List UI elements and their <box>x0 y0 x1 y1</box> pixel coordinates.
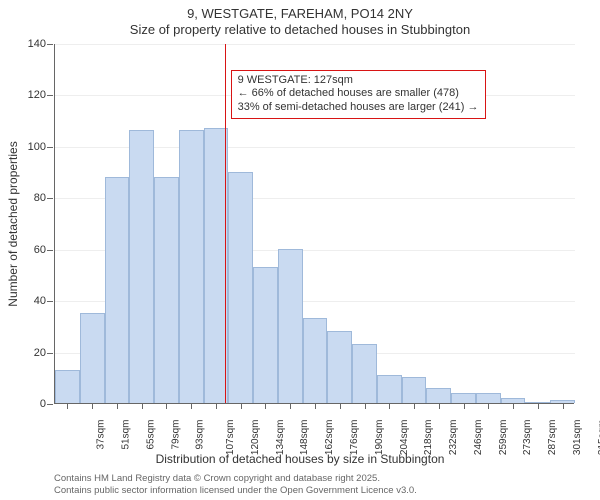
x-tick-label: 287sqm <box>547 420 558 456</box>
x-tick <box>439 403 440 409</box>
x-tick <box>538 403 539 409</box>
title-line-2: Size of property relative to detached ho… <box>0 22 600 38</box>
x-tick-label: 218sqm <box>423 420 434 456</box>
histogram-bar <box>402 377 427 403</box>
histogram-bar <box>228 172 253 403</box>
histogram-bar <box>129 130 154 403</box>
title-block: 9, WESTGATE, FAREHAM, PO14 2NY Size of p… <box>0 0 600 39</box>
histogram-bar <box>352 344 377 403</box>
histogram-bar <box>451 393 476 403</box>
y-tick-label: 120 <box>6 89 46 101</box>
x-tick-label: 190sqm <box>374 420 385 456</box>
x-tick <box>117 403 118 409</box>
annotation-line-1: ← 66% of detached houses are smaller (47… <box>238 87 479 101</box>
x-tick <box>488 403 489 409</box>
histogram-bar <box>80 313 105 403</box>
y-tick-label: 60 <box>6 244 46 256</box>
footer-line-1: Contains HM Land Registry data © Crown c… <box>54 473 417 484</box>
y-tick-label: 100 <box>6 141 46 153</box>
x-tick-label: 120sqm <box>250 420 261 456</box>
histogram-bar <box>303 318 328 403</box>
y-tick <box>47 301 53 302</box>
x-tick-label: 246sqm <box>473 420 484 456</box>
marker-line <box>225 44 226 403</box>
y-tick-label: 40 <box>6 295 46 307</box>
x-tick <box>340 403 341 409</box>
histogram-bar <box>105 177 130 403</box>
x-tick-label: 259sqm <box>498 420 509 456</box>
y-tick <box>47 198 53 199</box>
x-tick <box>389 403 390 409</box>
x-tick <box>92 403 93 409</box>
annotation-box: 9 WESTGATE: 127sqm← 66% of detached hous… <box>231 70 486 119</box>
histogram-bar <box>426 388 451 403</box>
y-tick <box>47 95 53 96</box>
y-axis-label: Number of detached properties <box>6 141 20 306</box>
x-tick <box>67 403 68 409</box>
y-tick-label: 0 <box>6 398 46 410</box>
histogram-bar <box>179 130 204 403</box>
x-tick <box>365 403 366 409</box>
x-tick-label: 176sqm <box>349 420 360 456</box>
annotation-title: 9 WESTGATE: 127sqm <box>238 74 479 88</box>
histogram-bar <box>55 370 80 403</box>
footer-line-2: Contains public sector information licen… <box>54 485 417 496</box>
x-tick <box>166 403 167 409</box>
plot-wrap: 020406080100120140 37sqm51sqm65sqm79sqm9… <box>54 44 574 404</box>
x-tick-label: 162sqm <box>324 420 335 456</box>
x-tick-label: 204sqm <box>399 420 410 456</box>
histogram-bar <box>253 267 278 403</box>
chart-root: 9, WESTGATE, FAREHAM, PO14 2NY Size of p… <box>0 0 600 500</box>
x-tick-label: 65sqm <box>145 420 156 450</box>
x-tick <box>142 403 143 409</box>
y-tick <box>47 250 53 251</box>
gridline <box>55 44 575 45</box>
x-tick <box>464 403 465 409</box>
footer-attribution: Contains HM Land Registry data © Crown c… <box>54 473 417 496</box>
y-tick <box>47 404 53 405</box>
x-tick <box>414 403 415 409</box>
x-tick <box>216 403 217 409</box>
x-tick-label: 232sqm <box>448 420 459 456</box>
x-tick <box>191 403 192 409</box>
x-tick-label: 93sqm <box>195 420 206 450</box>
x-tick <box>290 403 291 409</box>
y-tick-label: 20 <box>6 347 46 359</box>
x-tick-label: 37sqm <box>96 420 107 450</box>
x-tick-label: 107sqm <box>225 420 236 456</box>
annotation-line-2: 33% of semi-detached houses are larger (… <box>238 101 479 115</box>
histogram-bar <box>476 393 501 403</box>
y-tick <box>47 353 53 354</box>
x-tick <box>563 403 564 409</box>
x-axis-label: Distribution of detached houses by size … <box>0 452 600 466</box>
x-tick-label: 134sqm <box>275 420 286 456</box>
plot-area: 37sqm51sqm65sqm79sqm93sqm107sqm120sqm134… <box>54 44 574 404</box>
histogram-bar <box>327 331 352 403</box>
x-tick <box>513 403 514 409</box>
histogram-bar <box>278 249 303 403</box>
x-tick-label: 148sqm <box>300 420 311 456</box>
histogram-bar <box>154 177 179 403</box>
y-tick-label: 80 <box>6 192 46 204</box>
x-tick <box>241 403 242 409</box>
title-line-1: 9, WESTGATE, FAREHAM, PO14 2NY <box>0 6 600 22</box>
x-tick-label: 273sqm <box>522 420 533 456</box>
y-tick <box>47 44 53 45</box>
x-tick-label: 79sqm <box>170 420 181 450</box>
x-tick-label: 51sqm <box>121 420 132 450</box>
x-tick-label: 301sqm <box>572 420 583 456</box>
x-tick <box>315 403 316 409</box>
y-tick-label: 140 <box>6 38 46 50</box>
histogram-bar <box>377 375 402 403</box>
x-tick <box>265 403 266 409</box>
y-tick <box>47 147 53 148</box>
